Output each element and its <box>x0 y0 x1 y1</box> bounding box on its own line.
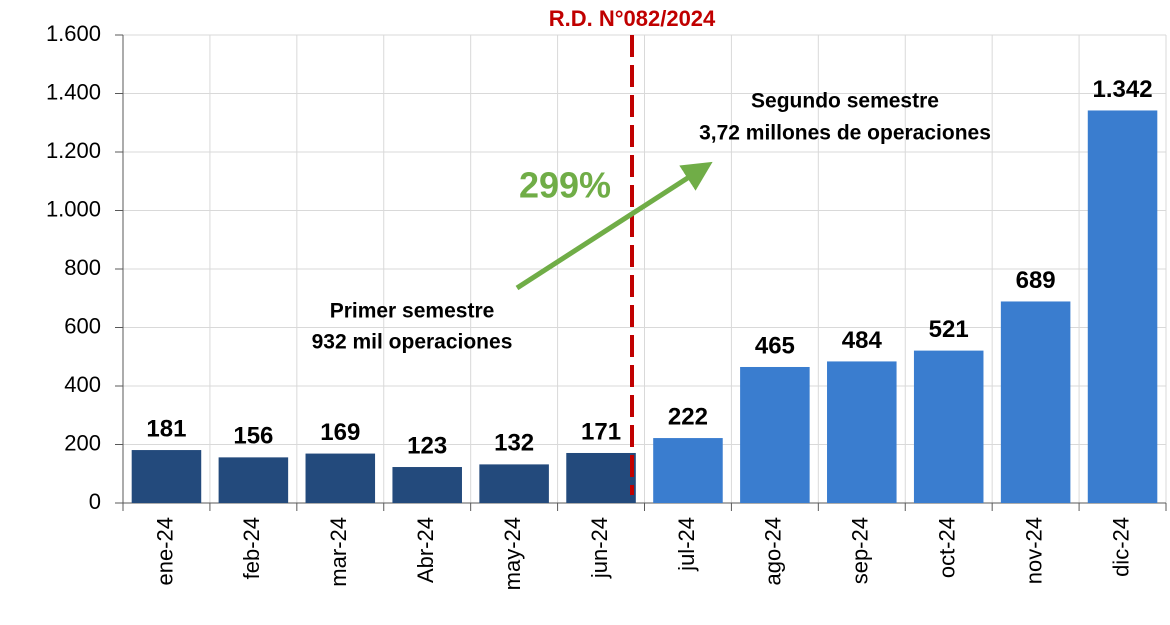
second-half-note: 3,72 millones de operaciones <box>699 122 991 145</box>
bar <box>1000 301 1071 503</box>
bar <box>305 453 376 503</box>
plot-area: 0 200 400 600 800 1.000 1.200 1.400 1.600 181 ene-… <box>46 21 1167 590</box>
y-tick-label: 800 <box>64 255 101 280</box>
data-label: 181 <box>146 415 186 442</box>
data-label: 484 <box>842 327 883 354</box>
y-tick-label: 1.400 <box>46 79 101 104</box>
x-tick-label: feb-24 <box>239 517 264 579</box>
data-label: 132 <box>494 430 534 457</box>
data-label: 465 <box>755 332 795 359</box>
x-tick-label: jun-24 <box>587 517 612 579</box>
y-tick-label: 0 <box>89 489 101 514</box>
first-half-note: Primer semestre <box>330 300 495 323</box>
x-tick-label: oct-24 <box>935 517 960 578</box>
x-tick-label: mar-24 <box>326 517 351 587</box>
bar <box>131 450 202 503</box>
x-tick-label: nov-24 <box>1021 517 1046 584</box>
growth-arrow <box>515 161 713 291</box>
first-half-note: 932 mil operaciones <box>312 331 513 354</box>
x-tick-label: sep-24 <box>848 517 873 584</box>
data-label: 689 <box>1016 267 1056 294</box>
bar <box>479 464 549 503</box>
x-tick-label: may-24 <box>500 517 525 590</box>
divider-label: R.D. N°082/2024 <box>549 6 716 31</box>
data-label: 222 <box>668 403 708 430</box>
x-tick-label: Abr-24 <box>413 517 438 583</box>
bar <box>740 366 810 503</box>
bar <box>1087 110 1158 503</box>
x-tick-label: dic-24 <box>1108 517 1133 577</box>
y-tick-label: 200 <box>64 430 101 455</box>
x-tick-label: ago-24 <box>761 517 786 586</box>
y-tick-label: 600 <box>64 313 101 338</box>
x-tick-label: jul-24 <box>674 517 699 572</box>
bar <box>392 467 462 503</box>
data-label: 156 <box>233 423 273 450</box>
bar <box>913 350 984 503</box>
data-label: 169 <box>320 419 360 446</box>
x-tick-label: ene-24 <box>152 517 177 586</box>
y-tick-label: 1.600 <box>46 21 101 46</box>
second-half-note: Segundo semestre <box>751 90 939 113</box>
growth-label: 299% <box>519 165 611 206</box>
y-tick-label: 1.200 <box>46 138 101 163</box>
bar <box>827 361 897 503</box>
bar <box>566 452 636 503</box>
bar <box>218 457 289 503</box>
y-tick-label: 1.000 <box>46 196 101 221</box>
data-label: 1.342 <box>1093 76 1153 103</box>
bar <box>653 438 723 503</box>
data-label: 521 <box>929 316 969 343</box>
y-tick-label: 400 <box>64 372 101 397</box>
data-label: 171 <box>581 418 621 445</box>
data-label: 123 <box>407 432 447 459</box>
